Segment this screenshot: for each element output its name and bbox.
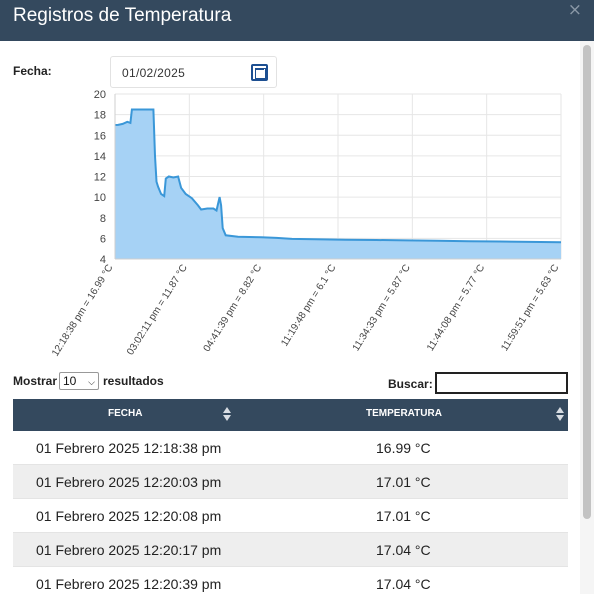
sort-icon[interactable] [556,407,564,421]
x-tick-label: 12:18:38 pm = 16.99 °C [50,263,116,359]
page-size-value: 10 [63,374,77,388]
x-tick-label: 11:59:51 pm = 5.63 °C [499,263,561,353]
row-temperature: 17.01 °C [376,508,431,524]
row-temperature: 17.04 °C [376,542,431,558]
y-tick-label: 8 [100,213,106,225]
table-header: FECHA TEMPERATURA [13,399,568,431]
column-header-temperatura[interactable]: TEMPERATURA [366,408,442,419]
row-temperature: 16.99 °C [376,440,431,456]
chevron-down-icon: ⌵ [88,377,95,387]
table-row[interactable]: 01 Febrero 2025 12:20:39 pm 17.04 °C [13,567,568,594]
temperature-area [115,109,561,259]
table-row[interactable]: 01 Febrero 2025 12:18:38 pm 16.99 °C [13,431,568,465]
vertical-scrollbar[interactable] [580,41,594,594]
row-date: 01 Febrero 2025 12:20:08 pm [36,508,222,524]
row-temperature: 17.01 °C [376,474,431,490]
y-tick-label: 20 [94,89,106,101]
y-tick-label: 14 [94,151,106,163]
search-label: Buscar: [388,377,433,391]
row-date: 01 Febrero 2025 12:20:03 pm [36,474,222,490]
search-input[interactable] [435,372,568,394]
y-tick-label: 6 [100,233,106,245]
table-row[interactable]: 01 Febrero 2025 12:20:08 pm 17.01 °C [13,499,568,533]
modal-title: Registros de Temperatura [13,5,232,26]
y-tick-label: 10 [94,192,106,204]
row-date: 01 Febrero 2025 12:20:17 pm [36,542,222,558]
x-tick-label: 11:19:48 pm = 6.1 °C [279,263,338,349]
date-label: Fecha: [13,64,52,78]
table-row[interactable]: 01 Febrero 2025 12:20:03 pm 17.01 °C [13,465,568,499]
x-tick-label: 04:41:39 pm = 8.82 °C [202,263,265,354]
temperature-line [114,108,562,244]
y-tick-label: 12 [94,172,106,184]
x-tick-label: 03:02:11 pm = 11.87 °C [125,263,190,357]
table-row[interactable]: 01 Febrero 2025 12:20:17 pm 17.04 °C [13,533,568,567]
x-tick-label: 11:44:08 pm = 5.77 °C [425,263,487,353]
page-size-select[interactable]: 10 ⌵ [59,372,99,390]
date-input[interactable]: 01/02/2025 [110,56,277,88]
date-value: 01/02/2025 [122,66,186,80]
close-icon[interactable]: × [567,0,582,20]
scrollbar-thumb[interactable] [583,45,591,519]
y-tick-label: 4 [100,254,106,266]
row-date: 01 Febrero 2025 12:18:38 pm [36,440,222,456]
x-tick-label: 11:34:33 pm = 5.87 °C [351,263,413,353]
modal-header: Registros de Temperatura × [0,0,594,41]
y-tick-label: 16 [94,130,106,142]
row-temperature: 17.04 °C [376,576,431,592]
column-header-fecha[interactable]: FECHA [108,408,143,419]
y-tick-label: 18 [94,110,106,122]
calendar-icon[interactable] [251,64,268,81]
show-entries-label: Mostrar [13,374,58,388]
temperature-chart: 4 6 8 10 12 14 16 18 20 12:18:38 pm = 16.99 °C 03:… [50,89,562,359]
sort-icon[interactable] [223,407,231,421]
row-date: 01 Febrero 2025 12:20:39 pm [36,576,222,592]
results-label: resultados [103,374,164,388]
